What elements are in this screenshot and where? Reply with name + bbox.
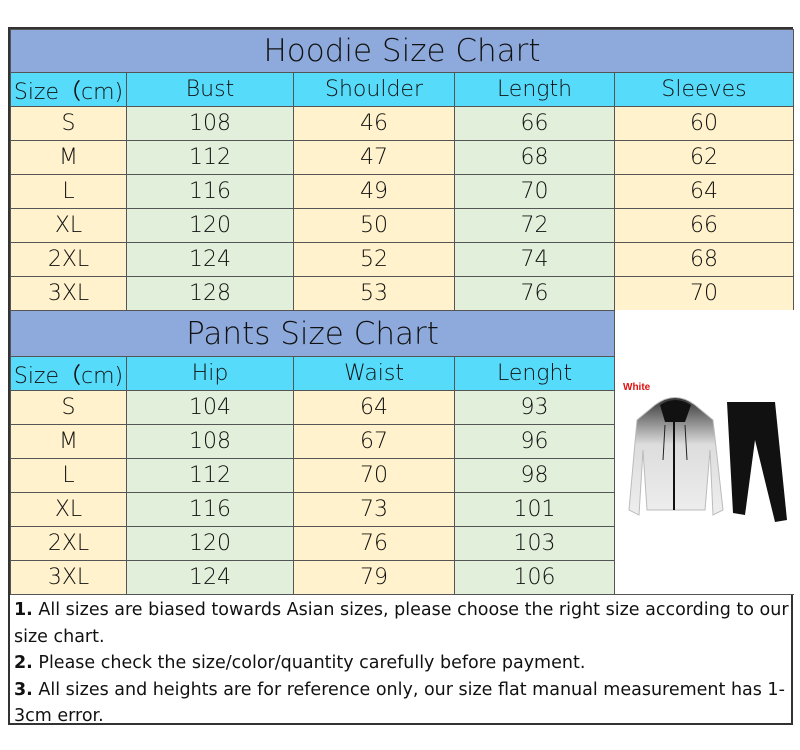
value-cell: 60	[613, 106, 795, 141]
note-text: All sizes and heights are for reference …	[14, 679, 785, 727]
column-header: Size（cm)	[10, 72, 127, 107]
notes: 1. All sizes are biased towards Asian si…	[10, 594, 793, 733]
table-row: L 112 70 98	[10, 458, 616, 493]
note-text: All sizes are biased towards Asian sizes…	[14, 600, 789, 647]
pants-title: Pants Size Chart	[9, 310, 616, 357]
size-cell: L	[10, 458, 127, 493]
size-cell: XL	[10, 208, 127, 243]
size-cell: S	[10, 390, 127, 425]
column-header: Length	[454, 72, 615, 107]
value-cell: 74	[454, 242, 615, 277]
column-header: Bust	[126, 72, 294, 107]
value-cell: 68	[454, 140, 615, 175]
column-header: Size（cm)	[10, 356, 127, 391]
size-cell: XL	[10, 492, 127, 527]
value-cell: 64	[613, 174, 795, 209]
note-item: 3. All sizes and heights are for referen…	[14, 677, 789, 730]
size-cell: S	[10, 106, 127, 141]
value-cell: 76	[454, 276, 615, 311]
value-cell: 72	[454, 208, 615, 243]
value-cell: 70	[613, 276, 795, 311]
value-cell: 70	[293, 458, 455, 493]
value-cell: 73	[293, 492, 455, 527]
value-cell: 96	[453, 424, 616, 459]
value-cell: 64	[293, 390, 455, 425]
table-row: 2XL 120 76 103	[10, 526, 616, 561]
hoodie-header-row: Size（cm) Bust Shoulder Length Sleeves	[10, 72, 795, 107]
value-cell: 108	[126, 106, 294, 141]
product-color-label: White	[623, 382, 651, 393]
table-row: S 108 46 66 60	[10, 106, 795, 141]
size-cell: 2XL	[10, 526, 127, 561]
column-header: Shoulder	[293, 72, 455, 107]
value-cell: 50	[293, 208, 455, 243]
size-cell: 3XL	[10, 276, 127, 311]
table-row: M 108 67 96	[10, 424, 616, 459]
value-cell: 104	[126, 390, 294, 425]
size-chart: Hoodie Size Chart Size（cm) Bust Shoulder Le…	[8, 27, 795, 726]
column-header: Waist	[293, 356, 455, 391]
note-number: 2.	[14, 653, 33, 673]
value-cell: 67	[293, 424, 455, 459]
table-row: XL 116 73 101	[10, 492, 616, 527]
size-cell: L	[10, 174, 127, 209]
value-cell: 62	[613, 140, 795, 175]
value-cell: 106	[453, 560, 616, 595]
note-item: 2. Please check the size/color/quantity …	[14, 650, 789, 677]
value-cell: 53	[293, 276, 455, 311]
value-cell: 68	[613, 242, 795, 277]
table-row: XL 120 50 72 66	[10, 208, 795, 243]
size-cell: 2XL	[10, 242, 127, 277]
table-row: 3XL 124 79 106	[10, 560, 616, 595]
size-cell: 3XL	[10, 560, 127, 595]
size-cell: M	[10, 424, 127, 459]
value-cell: 116	[126, 174, 294, 209]
value-cell: 112	[126, 458, 294, 493]
hoodie-image	[628, 397, 724, 516]
value-cell: 128	[126, 276, 294, 311]
table-row: 3XL 128 53 76 70	[10, 276, 795, 311]
value-cell: 52	[293, 242, 455, 277]
column-header: Hip	[126, 356, 294, 391]
value-cell: 47	[293, 140, 455, 175]
value-cell: 79	[293, 560, 455, 595]
pants-image	[727, 402, 787, 522]
value-cell: 120	[126, 208, 294, 243]
note-number: 1.	[14, 600, 33, 620]
note-text: Please check the size/color/quantity car…	[32, 653, 586, 673]
value-cell: 103	[453, 526, 616, 561]
note-number: 3.	[14, 679, 33, 700]
value-cell: 70	[454, 174, 615, 209]
product-image: White	[614, 310, 794, 595]
value-cell: 46	[293, 106, 455, 141]
value-cell: 76	[293, 526, 455, 561]
value-cell: 101	[453, 492, 616, 527]
value-cell: 120	[126, 526, 294, 561]
value-cell: 98	[453, 458, 616, 493]
note-item: 1. All sizes are biased towards Asian si…	[14, 597, 789, 650]
value-cell: 66	[454, 106, 615, 141]
table-row: L 116 49 70 64	[10, 174, 795, 209]
table-row: S 104 64 93	[10, 390, 616, 425]
value-cell: 108	[126, 424, 294, 459]
value-cell: 112	[126, 140, 294, 175]
value-cell: 93	[453, 390, 616, 425]
value-cell: 124	[126, 560, 294, 595]
pants-size-table: Pants Size Chart Size（cm) Hip Waist Lenght S…	[9, 310, 616, 595]
column-header: Lenght	[453, 356, 616, 391]
hoodie-title: Hoodie Size Chart	[9, 29, 795, 73]
value-cell: 66	[613, 208, 795, 243]
table-row: M 112 47 68 62	[10, 140, 795, 175]
value-cell: 49	[293, 174, 455, 209]
column-header: Sleeves	[613, 72, 795, 107]
value-cell: 116	[126, 492, 294, 527]
hoodie-size-table: Hoodie Size Chart Size（cm) Bust Shoulder Le…	[9, 29, 795, 311]
pants-header-row: Size（cm) Hip Waist Lenght	[10, 356, 616, 391]
value-cell: 124	[126, 242, 294, 277]
size-cell: M	[10, 140, 127, 175]
table-row: 2XL 124 52 74 68	[10, 242, 795, 277]
